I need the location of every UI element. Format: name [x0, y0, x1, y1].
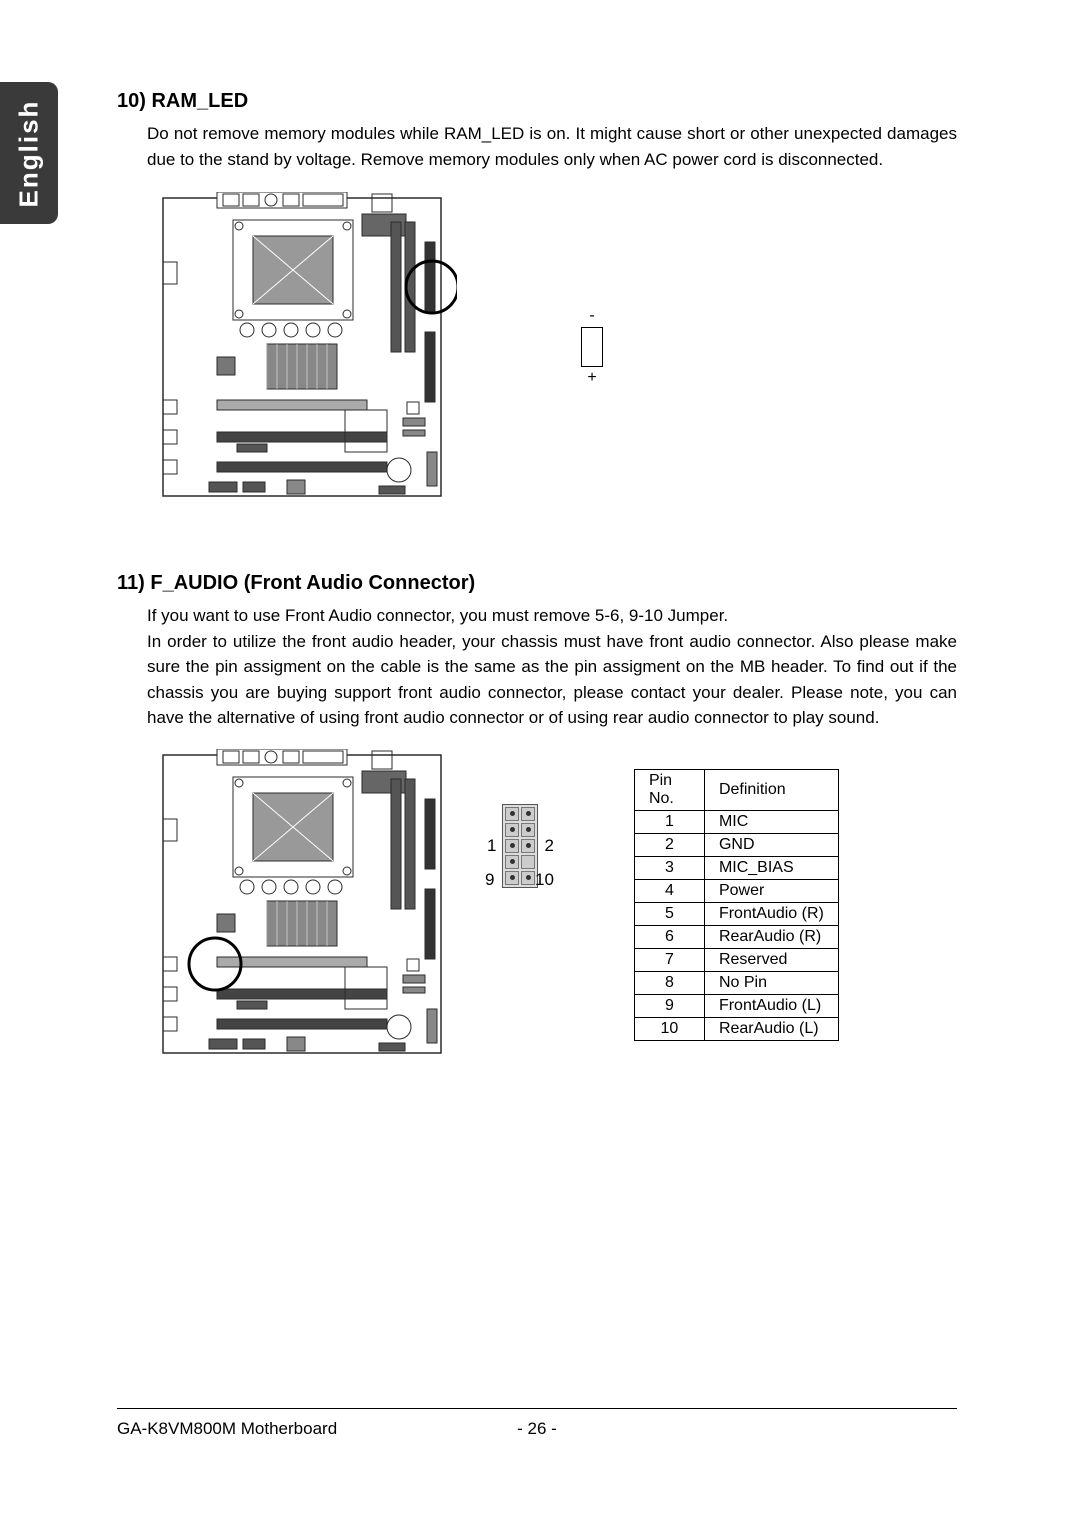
- table-cell: 6: [634, 925, 704, 948]
- led-box-icon: [581, 327, 603, 367]
- table-row: 7Reserved: [634, 948, 838, 971]
- table-cell: 10: [634, 1017, 704, 1040]
- table-cell: 5: [634, 902, 704, 925]
- table-cell: RearAudio (R): [704, 925, 838, 948]
- pin-label-2: 2: [544, 836, 553, 856]
- table-row: 9FrontAudio (L): [634, 994, 838, 1017]
- pin-label-1: 1: [487, 836, 496, 856]
- table-cell: 3: [634, 856, 704, 879]
- section-10-heading: 10) RAM_LED: [117, 90, 957, 113]
- motherboard-diagram-2: [147, 749, 457, 1059]
- table-row: 3MIC_BIAS: [634, 856, 838, 879]
- page-content: 10) RAM_LED Do not remove memory modules…: [117, 90, 957, 1059]
- table-cell: MIC_BIAS: [704, 856, 838, 879]
- section-10-figure-row: - +: [147, 192, 957, 502]
- table-cell: 7: [634, 948, 704, 971]
- pin-header-diagram: 1 2 9 XX 10: [487, 804, 554, 890]
- section-10-body: Do not remove memory modules while RAM_L…: [147, 121, 957, 172]
- pin-label-9: 9: [485, 870, 494, 890]
- table-row: 8No Pin: [634, 971, 838, 994]
- table-header-row: Pin No. Definition: [634, 769, 838, 810]
- table-cell: Reserved: [704, 948, 838, 971]
- table-cell: Power: [704, 879, 838, 902]
- led-plus-mark: +: [587, 369, 596, 387]
- table-cell: FrontAudio (R): [704, 902, 838, 925]
- footer-left: GA-K8VM800M Motherboard: [117, 1419, 337, 1439]
- table-header-pin: Pin No.: [634, 769, 704, 810]
- table-cell: 9: [634, 994, 704, 1017]
- table-cell: 8: [634, 971, 704, 994]
- section-11: 11) F_AUDIO (Front Audio Connector) If y…: [117, 572, 957, 1059]
- table-header-def: Definition: [704, 769, 838, 810]
- table-cell: MIC: [704, 810, 838, 833]
- pin-definition-table: Pin No. Definition 1MIC2GND3MIC_BIAS4Pow…: [634, 769, 839, 1041]
- page-footer: GA-K8VM800M Motherboard - 26 -: [117, 1408, 957, 1439]
- language-tab-label: English: [14, 99, 45, 207]
- table-cell: 2: [634, 833, 704, 856]
- table-cell: RearAudio (L): [704, 1017, 838, 1040]
- language-tab: English: [0, 82, 58, 224]
- led-minus-mark: -: [589, 307, 594, 325]
- table-row: 6RearAudio (R): [634, 925, 838, 948]
- motherboard-diagram-1: [147, 192, 457, 502]
- table-cell: 1: [634, 810, 704, 833]
- table-cell: GND: [704, 833, 838, 856]
- table-row: 10RearAudio (L): [634, 1017, 838, 1040]
- table-cell: 4: [634, 879, 704, 902]
- ram-led-symbol: - +: [577, 307, 607, 387]
- table-cell: FrontAudio (L): [704, 994, 838, 1017]
- table-row: 1MIC: [634, 810, 838, 833]
- table-row: 4Power: [634, 879, 838, 902]
- table-cell: No Pin: [704, 971, 838, 994]
- pin-label-10: 10: [535, 870, 554, 890]
- section-11-heading: 11) F_AUDIO (Front Audio Connector): [117, 572, 957, 595]
- footer-page-number: - 26 -: [517, 1419, 557, 1439]
- table-row: 2GND: [634, 833, 838, 856]
- table-row: 5FrontAudio (R): [634, 902, 838, 925]
- section-11-body: If you want to use Front Audio connector…: [147, 603, 957, 731]
- section-11-figure-row: 1 2 9 XX 10: [147, 749, 957, 1059]
- section-10: 10) RAM_LED Do not remove memory modules…: [117, 90, 957, 502]
